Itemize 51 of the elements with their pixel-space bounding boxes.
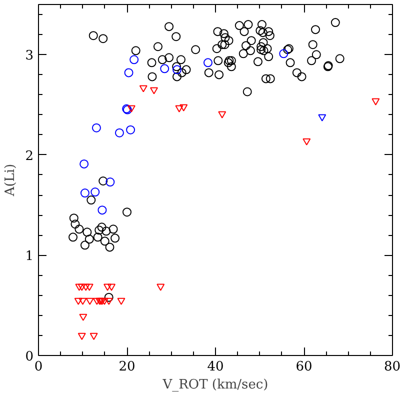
point (90, 188, 100, 197)
point (130, 55, 139, 64)
point (80, 188, 90, 198)
point (114, 128, 124, 138)
point (117, 298, 126, 305)
point (90, 332, 98, 340)
point (78, 298, 87, 305)
point (124, 68, 134, 78)
point (100, 298, 108, 305)
point (106, 178, 115, 186)
point (150, 87, 158, 94)
point (74, 298, 82, 305)
y-tick-label: 0 (25, 350, 34, 364)
point (372, 98, 380, 106)
point (86, 298, 94, 305)
point (78, 332, 86, 340)
x-tick-label: 80 (384, 360, 400, 374)
point (302, 138, 311, 146)
point (180, 104, 188, 112)
point (98, 206, 107, 215)
point (75, 284, 84, 291)
point (104, 284, 112, 291)
point (156, 284, 165, 291)
point (85, 284, 94, 291)
x-axis-title: V_ROT (km/sec) (162, 378, 268, 392)
point (80, 159, 89, 168)
point (318, 114, 326, 122)
point (218, 111, 226, 118)
point (172, 65, 182, 74)
point (203, 58, 212, 68)
y-axis-title: A(Li) (3, 164, 18, 198)
point (82, 284, 90, 291)
x-tick-label: 60 (296, 360, 312, 374)
point (92, 298, 101, 305)
point (79, 314, 88, 321)
point (122, 208, 132, 217)
point (160, 64, 170, 74)
point (92, 123, 101, 132)
point (279, 49, 288, 58)
x-tick-label: 40 (207, 360, 224, 374)
point (127, 105, 136, 112)
point (104, 298, 113, 305)
point (78, 284, 86, 291)
point (175, 105, 184, 112)
point (139, 85, 148, 92)
y-tick-label: 3 (25, 48, 34, 64)
y-tick-label: 1 (25, 249, 34, 264)
y-tick-label: 2 (25, 148, 34, 164)
point (126, 125, 136, 134)
point (108, 284, 116, 291)
x-tick-label: 20 (118, 360, 136, 374)
